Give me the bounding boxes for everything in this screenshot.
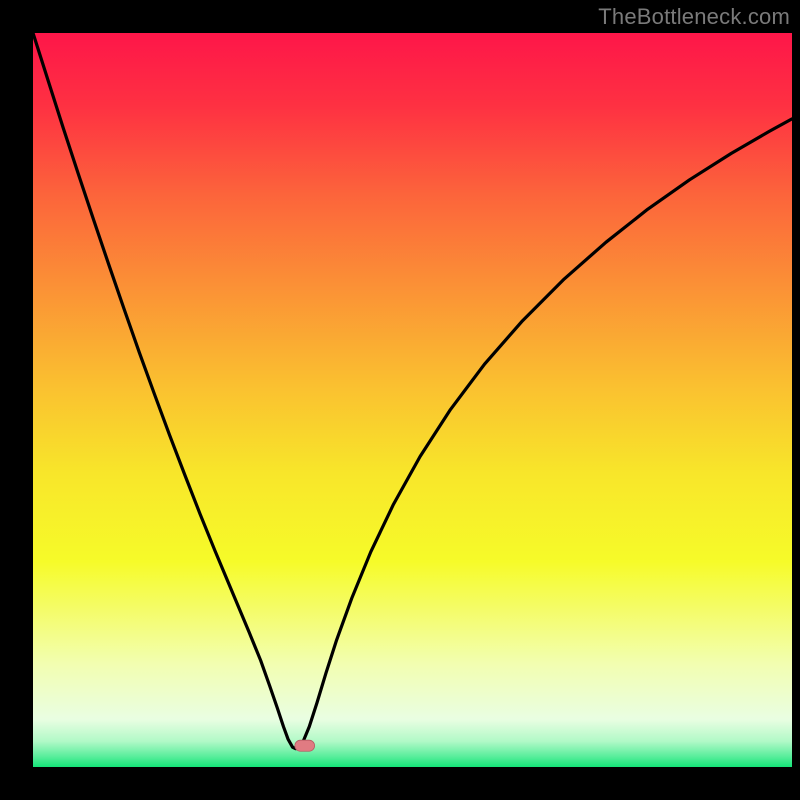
chart-svg bbox=[0, 0, 800, 800]
plot-background bbox=[33, 33, 792, 767]
plot-area bbox=[33, 33, 792, 767]
chart-frame bbox=[0, 0, 800, 800]
optimum-marker[interactable] bbox=[295, 740, 315, 751]
watermark-text: TheBottleneck.com bbox=[598, 4, 790, 30]
